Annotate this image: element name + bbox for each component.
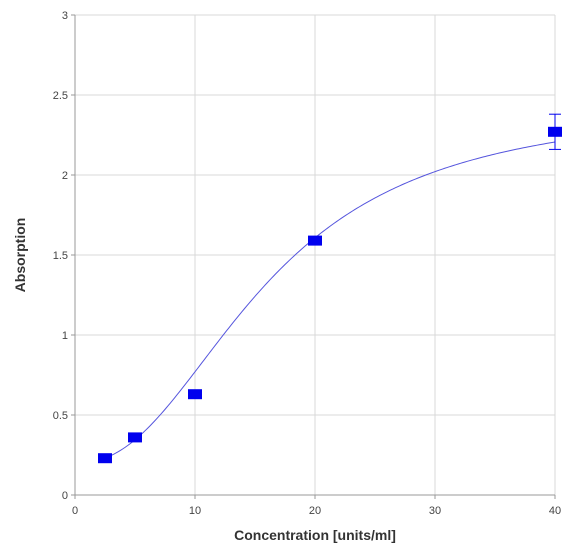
data-markers: [98, 126, 562, 464]
x-tick-label: 20: [309, 505, 321, 517]
data-point: [308, 235, 322, 246]
data-point: [188, 389, 202, 400]
y-tick-label: 3: [62, 10, 68, 22]
data-point: [128, 432, 142, 443]
y-tick-label: 0.5: [53, 410, 68, 422]
y-tick-label: 2: [62, 170, 68, 182]
y-axis-title: Absorption: [12, 218, 28, 293]
x-tick-label: 0: [72, 505, 78, 517]
y-tick-label: 1: [62, 330, 68, 342]
tick-labels: 0 10 20 30 40 0 0.5 1 1.5 2 2.5 3: [53, 10, 561, 517]
fit-curve-layer: [104, 141, 556, 459]
y-tick-label: 1.5: [53, 250, 68, 262]
y-tick-label: 2.5: [53, 90, 68, 102]
x-tick-label: 10: [189, 505, 201, 517]
x-tick-label: 40: [549, 505, 561, 517]
data-point: [98, 453, 112, 464]
data-point: [548, 126, 562, 137]
fit-curve: [104, 141, 556, 459]
x-tick-label: 30: [429, 505, 441, 517]
axes: [71, 14, 556, 499]
y-tick-label: 0: [62, 490, 68, 502]
grid: [74, 14, 556, 496]
x-axis-title: Concentration [units/ml]: [234, 527, 396, 543]
